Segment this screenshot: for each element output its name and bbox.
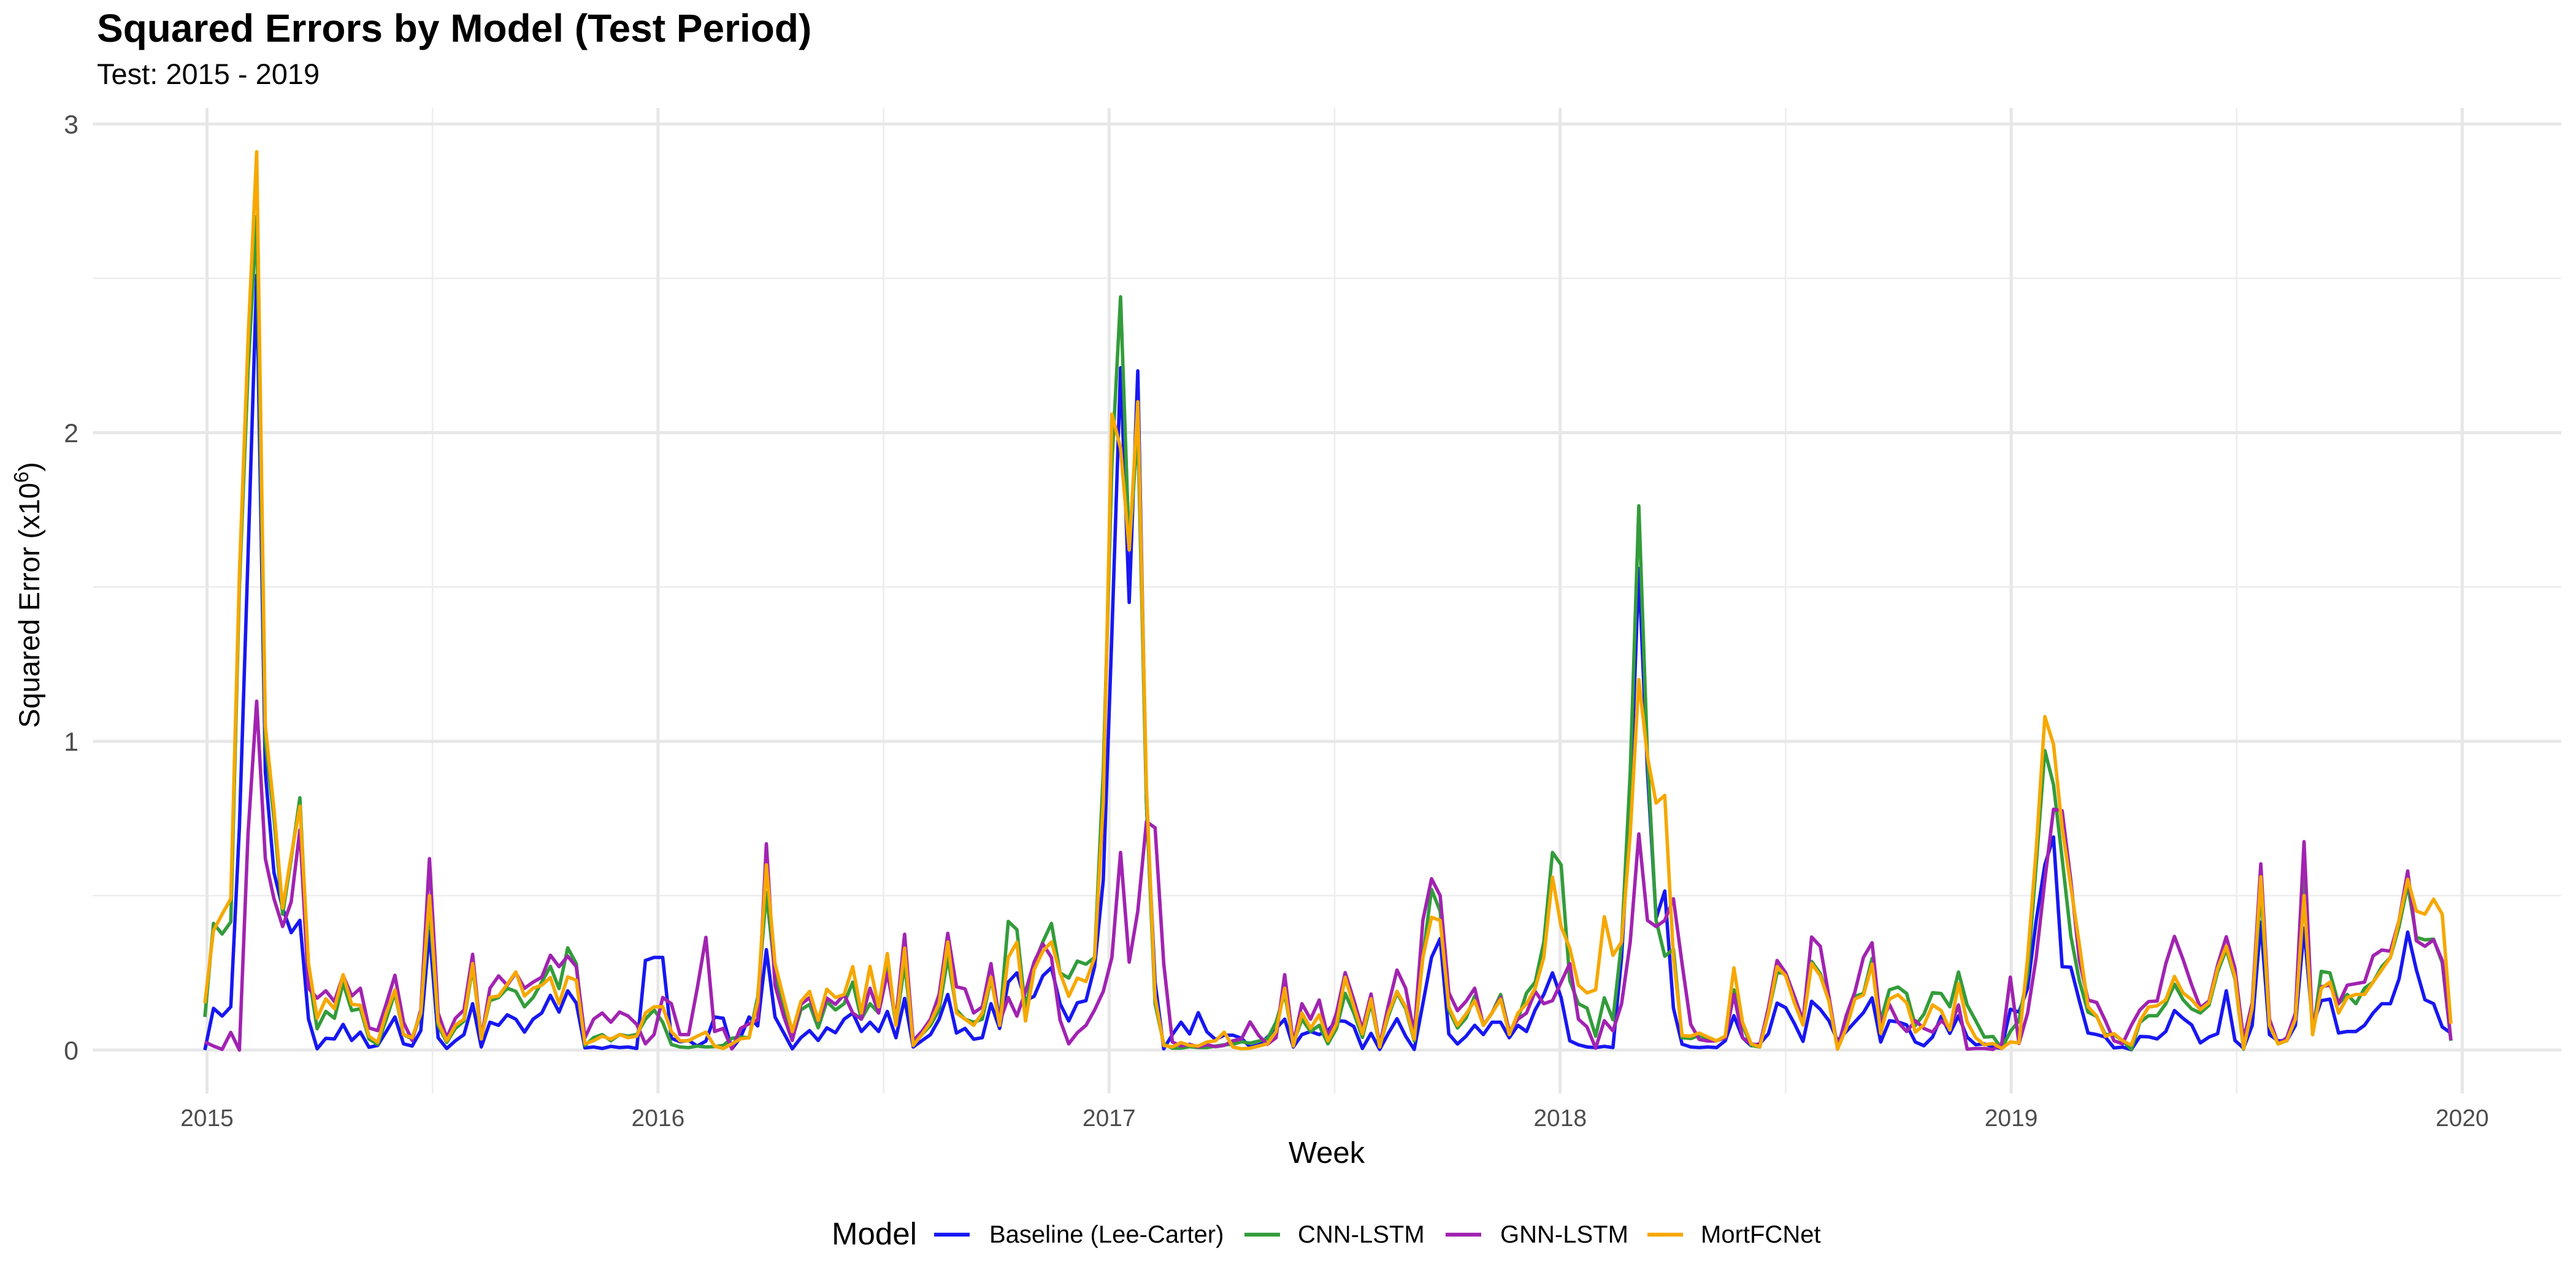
svg-text:MortFCNet: MortFCNet: [1701, 1221, 1821, 1248]
svg-text:Squared Errors by Model (Test: Squared Errors by Model (Test Period): [97, 6, 811, 50]
svg-text:Baseline (Lee-Carter): Baseline (Lee-Carter): [989, 1221, 1224, 1248]
svg-text:2020: 2020: [2436, 1105, 2489, 1132]
svg-text:3: 3: [64, 110, 79, 140]
svg-text:2016: 2016: [632, 1105, 685, 1132]
svg-text:2018: 2018: [1533, 1105, 1587, 1132]
svg-text:Test: 2015 - 2019: Test: 2015 - 2019: [97, 58, 320, 90]
svg-text:2015: 2015: [180, 1105, 234, 1132]
svg-text:2017: 2017: [1083, 1105, 1136, 1132]
svg-text:Model: Model: [832, 1216, 917, 1251]
svg-text:Squared Error (x106): Squared Error (x106): [10, 462, 45, 728]
svg-text:GNN-LSTM: GNN-LSTM: [1500, 1221, 1628, 1248]
svg-text:2019: 2019: [1985, 1105, 2038, 1132]
svg-text:0: 0: [64, 1037, 79, 1066]
svg-text:CNN-LSTM: CNN-LSTM: [1298, 1221, 1425, 1248]
svg-text:2: 2: [64, 419, 79, 448]
svg-text:Week: Week: [1289, 1137, 1365, 1170]
svg-text:1: 1: [64, 727, 79, 757]
